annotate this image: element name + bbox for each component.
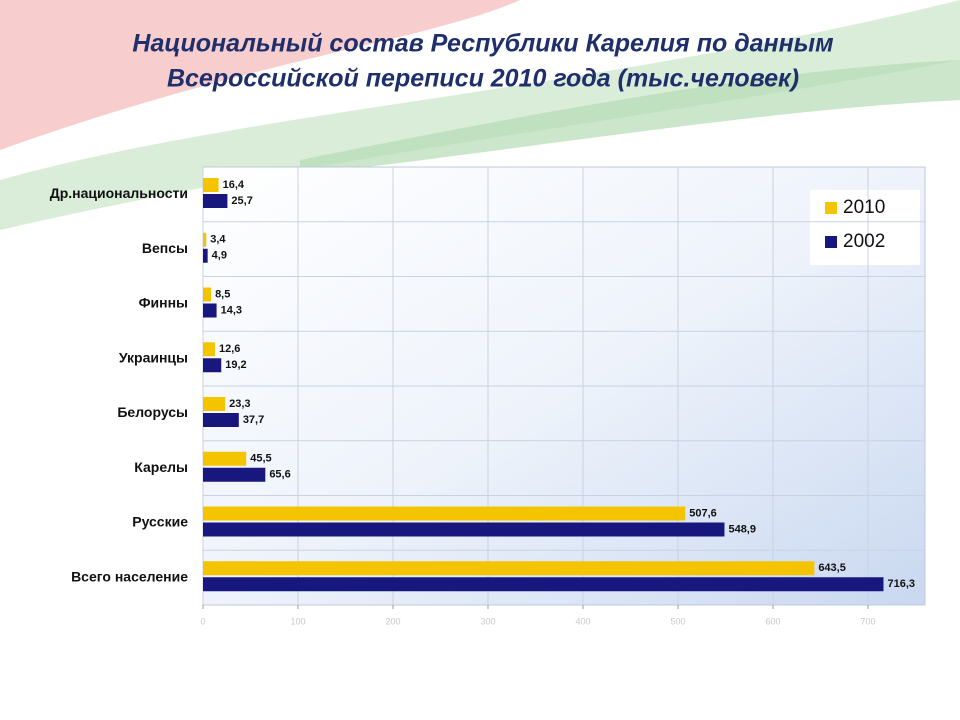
value-label: 8,5 (215, 288, 230, 300)
x-tick-label: 300 (480, 616, 495, 626)
bar (203, 248, 208, 263)
bar (203, 178, 219, 192)
y-tick-label: Карелы (134, 459, 188, 475)
y-tick-label: Русские (132, 514, 188, 530)
legend-swatch (825, 202, 837, 214)
y-tick-label: Финны (139, 295, 188, 311)
value-label: 37,7 (243, 414, 264, 426)
x-tick-label: 400 (575, 616, 590, 626)
y-tick-label: Всего население (71, 568, 188, 584)
value-label: 25,7 (231, 195, 252, 207)
value-label: 3,4 (210, 234, 226, 246)
bar (203, 561, 815, 576)
x-tick-label: 100 (290, 616, 305, 626)
bar (203, 303, 217, 318)
bar (203, 232, 207, 247)
bar (203, 506, 686, 521)
value-label: 45,5 (250, 453, 271, 465)
bar (203, 342, 215, 357)
value-label: 14,3 (221, 304, 242, 316)
value-label: 716,3 (887, 578, 915, 590)
bar (203, 467, 266, 482)
x-tick-label: 200 (385, 616, 400, 626)
y-tick-label: Др.национальности (50, 185, 188, 201)
legend-label: 2002 (843, 231, 885, 252)
x-tick-label: 600 (765, 616, 780, 626)
bar (203, 358, 222, 373)
legend-swatch (825, 236, 837, 248)
bar (203, 577, 884, 592)
y-tick-label: Украинцы (119, 349, 188, 365)
y-tick-label: Белорусы (117, 404, 188, 420)
value-label: 507,6 (689, 507, 717, 519)
bar (203, 397, 226, 411)
chart-title: Всероссийской переписи 2010 года (тыс.че… (167, 65, 799, 93)
bar (203, 194, 228, 208)
value-label: 12,6 (219, 343, 240, 355)
bar (203, 413, 239, 427)
legend-label: 2010 (843, 197, 885, 218)
x-tick-label: 500 (670, 616, 685, 626)
decor-red (0, 0, 520, 150)
bar (203, 522, 725, 537)
value-label: 548,9 (728, 523, 756, 535)
y-tick-label: Вепсы (142, 240, 188, 256)
x-tick-label: 700 (860, 616, 875, 626)
x-tick-label: 0 (200, 616, 205, 626)
value-label: 4,9 (212, 250, 227, 262)
bar (203, 287, 212, 302)
bar (203, 451, 247, 466)
value-label: 19,2 (225, 359, 246, 371)
value-label: 65,6 (269, 469, 290, 481)
chart-title: Национальный состав Республики Карелия п… (132, 30, 833, 58)
value-label: 643,5 (818, 562, 846, 574)
value-label: 16,4 (223, 179, 245, 191)
value-label: 23,3 (229, 398, 250, 410)
decor-green-2 (300, 60, 960, 175)
